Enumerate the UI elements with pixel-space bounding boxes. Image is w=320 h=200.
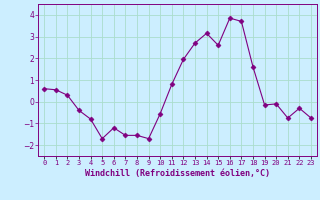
X-axis label: Windchill (Refroidissement éolien,°C): Windchill (Refroidissement éolien,°C) xyxy=(85,169,270,178)
